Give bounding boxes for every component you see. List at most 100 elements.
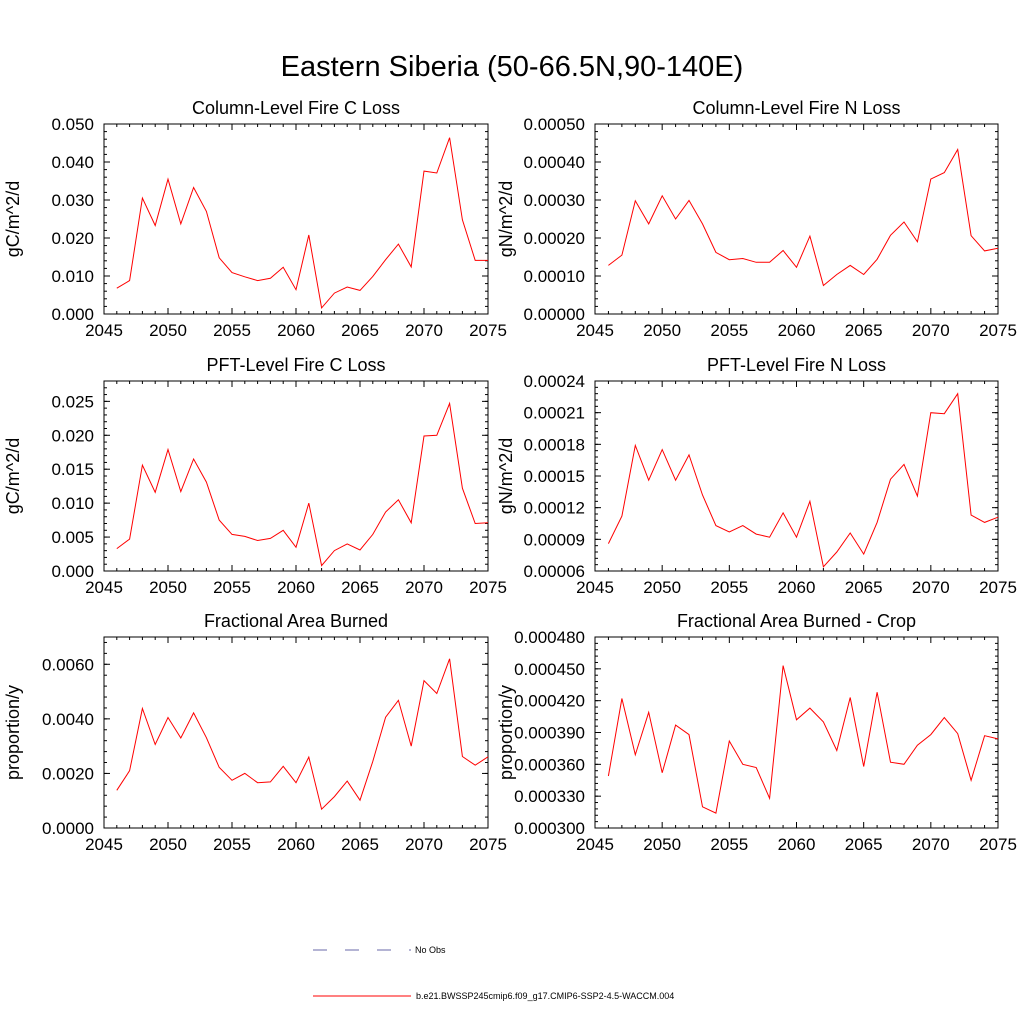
x-tick-label: 2045 (85, 321, 123, 340)
data-point (155, 744, 156, 745)
data-point (823, 285, 824, 286)
data-point (334, 796, 335, 797)
x-tick-label: 2070 (405, 578, 443, 597)
y-tick-label: 0.040 (51, 153, 94, 172)
y-axis-label: gC/m^2/d (3, 438, 23, 514)
data-point (283, 766, 284, 767)
x-tick-label: 2060 (778, 835, 816, 854)
data-point (729, 259, 730, 260)
series-line (116, 137, 488, 310)
data-point (769, 798, 770, 799)
data-point (971, 780, 972, 781)
data-point (270, 781, 271, 782)
data-point (944, 717, 945, 718)
data-point (193, 712, 194, 713)
data-point (675, 480, 676, 481)
data-point (385, 511, 386, 512)
y-tick-label: 0.010 (51, 494, 94, 513)
data-point (688, 200, 689, 201)
data-point (675, 724, 676, 725)
data-point (769, 262, 770, 263)
y-tick-label: 0.010 (51, 267, 94, 286)
chart-panel-5: Fractional Area Burned proportion/y 2045 20… (3, 611, 507, 854)
panel-title: Column-Level Fire C Loss (192, 98, 400, 118)
y-axis-label: gC/m^2/d (3, 181, 23, 257)
x-tick-label: 2055 (710, 835, 748, 854)
data-point (359, 549, 360, 550)
y-tick-label: 0.00024 (524, 372, 585, 391)
data-point (372, 276, 373, 277)
data-point (257, 280, 258, 281)
data-point (487, 522, 488, 523)
data-point (155, 492, 156, 493)
data-point (608, 265, 609, 266)
data-point (782, 512, 783, 513)
panel-title: Column-Level Fire N Loss (692, 98, 900, 118)
data-point (608, 543, 609, 544)
x-tick-label: 2070 (912, 835, 950, 854)
y-axis-label: gN/m^2/d (496, 438, 516, 514)
data-point (917, 745, 918, 746)
data-point (877, 692, 878, 693)
data-point (347, 780, 348, 781)
y-tick-label: 0.000 (51, 562, 94, 581)
legend: No Obs b.e21.BWSSP245cmip6.f09_g17.CMIP6… (313, 945, 674, 1001)
data-point (715, 813, 716, 814)
data-point (957, 149, 958, 150)
data-point (729, 531, 730, 532)
data-point (206, 482, 207, 483)
data-point (283, 267, 284, 268)
data-point (715, 252, 716, 253)
data-point (308, 503, 309, 504)
legend-label-model: b.e21.BWSSP245cmip6.f09_g17.CMIP6-SSP2-4… (416, 991, 674, 1001)
data-point (903, 221, 904, 222)
chart-panel-3: PFT-Level Fire C Loss gC/m^2/d 2045 2050 205… (3, 355, 507, 597)
data-point (180, 223, 181, 224)
data-point (608, 775, 609, 776)
data-point (449, 137, 450, 138)
data-point (742, 764, 743, 765)
y-tick-label: 0.00030 (524, 191, 585, 210)
data-point (308, 234, 309, 235)
data-point (809, 501, 810, 502)
data-point (997, 248, 998, 249)
data-point (308, 756, 309, 757)
y-tick-label: 0.0060 (42, 655, 94, 674)
data-point (971, 235, 972, 236)
data-point (129, 280, 130, 281)
x-tick-label: 2065 (845, 835, 883, 854)
data-point (877, 522, 878, 523)
data-point (702, 223, 703, 224)
data-point (359, 800, 360, 801)
x-tick-label: 2060 (277, 578, 315, 597)
data-point (398, 499, 399, 500)
y-tick-label: 0.00015 (524, 467, 585, 486)
data-point (347, 543, 348, 544)
data-point (321, 809, 322, 810)
data-point (796, 267, 797, 268)
x-tick-label: 2045 (85, 835, 123, 854)
series-line (608, 148, 999, 287)
x-tick-label: 2050 (149, 321, 187, 340)
data-point (836, 551, 837, 552)
data-point (635, 754, 636, 755)
x-tick-label: 2050 (643, 835, 681, 854)
data-point (462, 219, 463, 220)
plot-frame (103, 380, 489, 572)
y-tick-label: 0.00000 (524, 305, 585, 324)
x-tick-label: 2065 (341, 835, 379, 854)
data-point (283, 530, 284, 531)
x-tick-label: 2045 (85, 578, 123, 597)
data-point (116, 790, 117, 791)
data-point (944, 413, 945, 414)
y-tick-label: 0.0040 (42, 710, 94, 729)
data-point (295, 782, 296, 783)
data-point (423, 435, 424, 436)
data-point (398, 243, 399, 244)
data-point (890, 479, 891, 480)
panel-title: Fractional Area Burned - Crop (677, 611, 916, 631)
y-tick-label: 0.050 (51, 115, 94, 134)
data-point (621, 255, 622, 256)
x-tick-label: 2065 (845, 321, 883, 340)
y-tick-label: 0.030 (51, 191, 94, 210)
